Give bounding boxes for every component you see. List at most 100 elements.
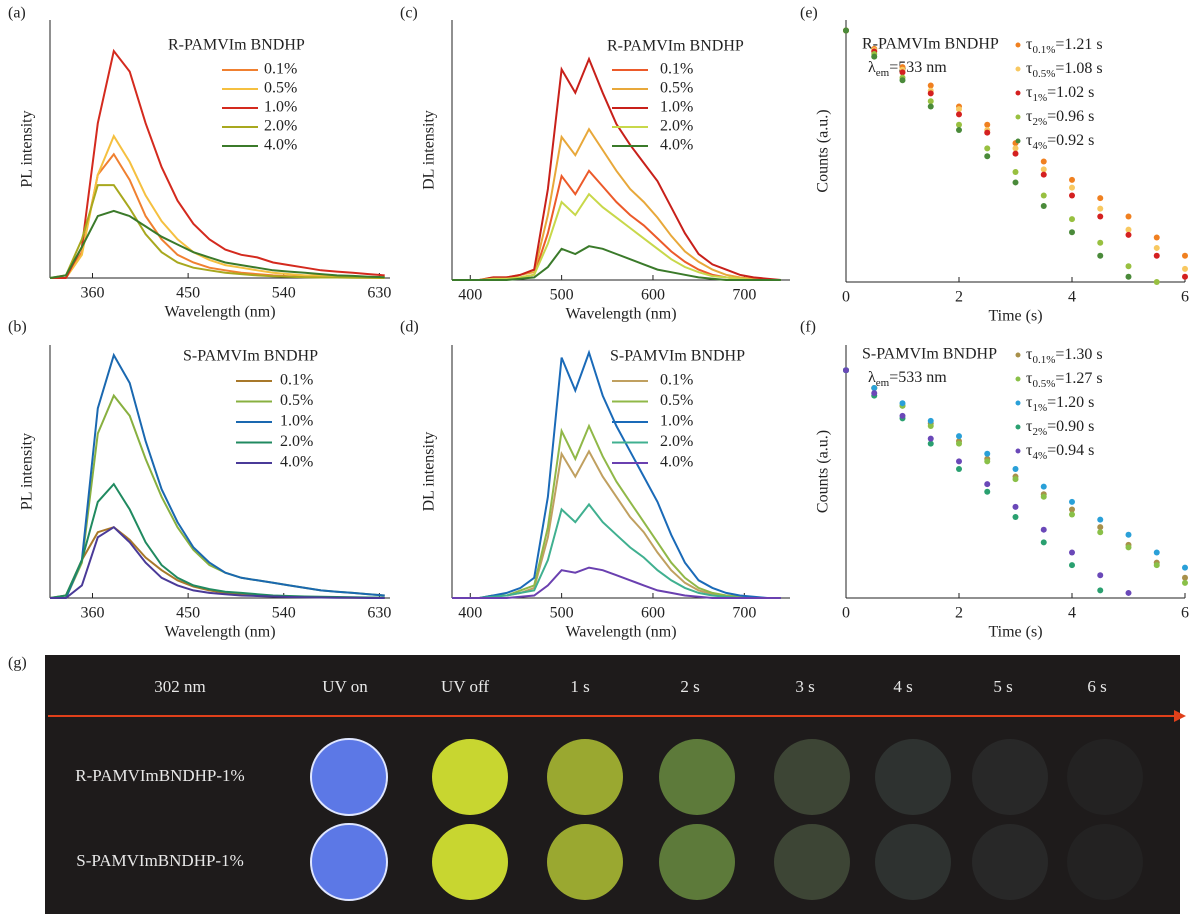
decay-point	[1012, 179, 1019, 186]
sample-disc	[774, 824, 850, 900]
x-tick-label: 600	[641, 287, 665, 304]
row-label: R-PAMVImBNDHP-1%	[75, 766, 244, 785]
label-part: 0.1%	[1032, 44, 1055, 56]
column-label: 4 s	[893, 677, 912, 696]
arrow-head	[1174, 710, 1186, 722]
decay-point	[1153, 234, 1160, 241]
decay-point	[984, 481, 991, 488]
decay-point	[1069, 176, 1075, 183]
decay-point	[956, 106, 962, 113]
sample-disc	[659, 824, 735, 900]
legend-marker	[1015, 352, 1021, 358]
decay-point	[1125, 231, 1132, 238]
decay-point	[1040, 158, 1047, 165]
legend-title: S-PAMVIm BNDHP	[862, 346, 997, 363]
row-label: S-PAMVImBNDHP-1%	[76, 851, 244, 870]
decay-point	[1069, 498, 1075, 505]
label-part: τ	[1026, 346, 1033, 363]
label-part: τ	[1026, 394, 1033, 411]
x-axis-title: Wavelength (nm)	[164, 304, 275, 321]
decay-point	[1069, 229, 1075, 236]
label-part: 4%	[1032, 450, 1047, 462]
x-tick-label: 630	[367, 605, 391, 622]
label-part: τ	[1026, 36, 1033, 53]
label-part: em	[876, 67, 890, 79]
legend-title: R-PAMVIm BNDHP	[862, 36, 999, 53]
legend-marker	[1015, 138, 1021, 144]
decay-point	[956, 111, 962, 118]
x-tick-label: 2	[955, 289, 963, 306]
y-axis-title: PL intensity	[19, 110, 36, 187]
decay-point	[1182, 564, 1188, 571]
legend-label: λem=533 nm	[868, 369, 947, 389]
label-part: =1.08 s	[1055, 60, 1102, 77]
legend-label: τ0.5%=1.27 s	[1026, 370, 1103, 390]
panel-label: (d)	[400, 319, 419, 336]
label-part: 1%	[1032, 92, 1047, 104]
decay-point	[984, 153, 991, 160]
x-tick-label: 700	[732, 287, 756, 304]
y-axis-title: DL intensity	[421, 110, 438, 190]
decay-point	[984, 121, 991, 128]
spectrum-line	[49, 209, 385, 279]
x-tick-label: 0	[842, 605, 850, 622]
decay-point	[956, 465, 962, 472]
x-tick-label: 0	[842, 289, 850, 306]
decay-point	[1125, 213, 1132, 220]
legend-label: τ0.1%=1.21 s	[1026, 36, 1103, 56]
label-part: 1%	[1032, 402, 1047, 414]
decay-point	[1153, 279, 1160, 285]
decay-point	[1012, 503, 1019, 510]
legend-label: 4.0%	[660, 137, 693, 154]
legend-title: R-PAMVIm BNDHP	[168, 37, 305, 54]
decay-point	[1182, 579, 1188, 586]
x-tick-label: 700	[732, 605, 756, 622]
x-tick-label: 630	[367, 285, 391, 302]
y-axis-title: PL intensity	[19, 433, 36, 510]
legend-label: 0.5%	[280, 392, 313, 409]
decay-point	[1125, 226, 1132, 233]
spectrum-line	[49, 526, 385, 599]
label-part: 2%	[1032, 116, 1047, 128]
decay-point	[956, 121, 962, 128]
legend-marker	[1015, 90, 1021, 96]
x-axis-title: Wavelength (nm)	[565, 306, 676, 323]
decay-point	[1125, 263, 1132, 270]
label-part: =1.30 s	[1055, 346, 1102, 363]
spectrum-line	[50, 525, 385, 599]
decay-point	[927, 103, 934, 110]
spectrum-line	[50, 352, 385, 599]
legend-title: S-PAMVIm BNDHP	[610, 348, 745, 365]
decay-point	[984, 145, 991, 152]
x-tick-label: 6	[1181, 289, 1189, 306]
sample-disc	[1067, 824, 1143, 900]
decay-point	[1012, 145, 1019, 152]
spectrum-line	[49, 184, 385, 279]
column-label: 2 s	[680, 677, 699, 696]
decay-point	[956, 440, 962, 447]
legend-label: τ0.1%=1.30 s	[1026, 346, 1103, 366]
spectrum-line	[50, 133, 385, 279]
label-part: τ	[1026, 108, 1033, 125]
legend-marker	[1015, 448, 1021, 454]
decay-point	[1153, 244, 1160, 251]
spectrum-line	[452, 423, 781, 599]
decay-point	[927, 417, 934, 424]
column-label: 6 s	[1087, 677, 1106, 696]
decay-point	[1153, 562, 1160, 569]
sample-disc	[1067, 739, 1143, 815]
x-tick-label: 600	[641, 605, 665, 622]
decay-point	[899, 412, 906, 419]
legend-label: 0.5%	[660, 392, 693, 409]
decay-point	[1069, 562, 1075, 569]
x-axis-title: Wavelength (nm)	[565, 624, 676, 641]
decay-point	[871, 390, 878, 397]
legend-marker	[1015, 400, 1021, 406]
decay-point	[984, 488, 991, 495]
legend-label: τ1%=1.02 s	[1026, 84, 1094, 104]
decay-point	[956, 458, 962, 465]
legend-marker	[1015, 66, 1021, 72]
label-part: =1.27 s	[1055, 370, 1102, 387]
legend-label: τ2%=0.90 s	[1026, 418, 1094, 438]
label-part: λ	[868, 369, 876, 386]
